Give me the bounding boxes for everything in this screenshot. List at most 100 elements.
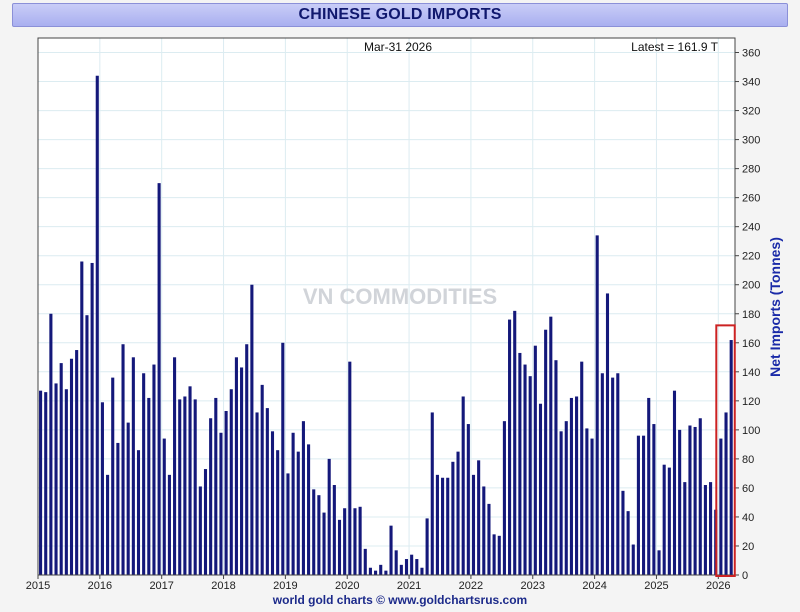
bar (106, 474, 110, 575)
bar (533, 345, 537, 575)
y-tick-label: 200 (742, 280, 760, 292)
bar (353, 508, 357, 575)
bar (126, 422, 130, 575)
bar (569, 397, 573, 575)
bar (209, 418, 213, 575)
bar (44, 392, 48, 575)
bar (415, 559, 419, 575)
bar (368, 567, 372, 575)
bar (343, 508, 347, 575)
bar (554, 360, 558, 575)
bar (487, 503, 491, 575)
bar (621, 490, 625, 575)
bar (652, 424, 656, 575)
bar (466, 424, 470, 575)
bar (59, 363, 63, 575)
y-tick-label: 100 (742, 425, 760, 437)
y-tick-label: 360 (742, 48, 760, 60)
bar (75, 350, 79, 575)
x-axis: 2015 2016 2017 2018 2019 2020 2021 2022 2023 2024… (26, 575, 731, 592)
bar (523, 364, 527, 575)
bar (270, 431, 275, 575)
bar (642, 435, 646, 575)
bar (198, 486, 202, 575)
bar (394, 550, 398, 575)
bar (301, 421, 305, 575)
bar (508, 319, 512, 575)
latest-label: Latest = 161.9 T (631, 40, 719, 54)
bar (420, 567, 424, 575)
bar (461, 396, 465, 575)
title-bar: CHINESE GOLD IMPORTS (12, 3, 788, 27)
y-tick-label: 300 (742, 135, 760, 147)
bar (709, 482, 713, 575)
bar (142, 373, 146, 575)
y-axis-label: Net Imports (Tonnes) (767, 237, 783, 377)
y-tick-label: 180 (742, 309, 760, 321)
bar (214, 397, 218, 575)
bar (399, 564, 403, 575)
bar (636, 435, 640, 575)
watermark-text: VN COMMODITIES (303, 284, 497, 309)
bar (544, 329, 548, 575)
bar (322, 512, 326, 575)
bar (703, 485, 707, 575)
bar (188, 386, 192, 575)
y-tick-label: 340 (742, 77, 760, 89)
bar (688, 425, 692, 575)
y-tick-label: 60 (742, 483, 754, 495)
bar (240, 367, 244, 575)
bar (317, 495, 321, 575)
bar (446, 477, 450, 575)
bar (538, 403, 543, 575)
bar (430, 412, 434, 575)
y-axis: 0 20 40 60 80 100 120 140 160 180 200 220 240 260 280 3… (735, 48, 760, 582)
bar (276, 450, 280, 575)
bar (379, 564, 383, 575)
bar (80, 261, 84, 575)
x-tick-label: 2025 (644, 580, 668, 592)
bar (605, 293, 610, 575)
bar (260, 384, 264, 575)
bar (374, 570, 378, 575)
bar (590, 438, 594, 575)
bar (698, 418, 702, 575)
bar (492, 534, 496, 575)
bar (477, 460, 481, 575)
bar (49, 313, 53, 575)
bar (296, 451, 300, 575)
y-tick-label: 120 (742, 396, 760, 408)
bar (626, 511, 630, 575)
bar (131, 357, 135, 575)
bar (667, 467, 671, 575)
bar (224, 410, 228, 575)
y-tick-label: 40 (742, 512, 754, 524)
bar (595, 235, 599, 575)
bar (363, 548, 367, 575)
bar (64, 389, 68, 575)
bar (178, 399, 182, 575)
bar (203, 469, 208, 575)
x-tick-label: 2016 (88, 580, 112, 592)
bar (502, 421, 506, 575)
bar (580, 361, 584, 575)
bar (69, 358, 74, 575)
bar (564, 421, 568, 575)
bar (250, 284, 254, 575)
bar (229, 389, 233, 575)
bar (111, 377, 115, 575)
y-tick-label: 240 (742, 222, 760, 234)
bars (39, 75, 733, 575)
bar (559, 431, 563, 575)
bar (456, 451, 460, 575)
bar (100, 402, 104, 575)
x-tick-label: 2024 (582, 580, 606, 592)
bar (441, 477, 445, 575)
bar (312, 489, 316, 575)
bar (616, 373, 620, 575)
bar (173, 357, 177, 575)
bar (451, 461, 455, 575)
x-tick-label: 2026 (706, 580, 730, 592)
y-tick-label: 320 (742, 106, 760, 118)
